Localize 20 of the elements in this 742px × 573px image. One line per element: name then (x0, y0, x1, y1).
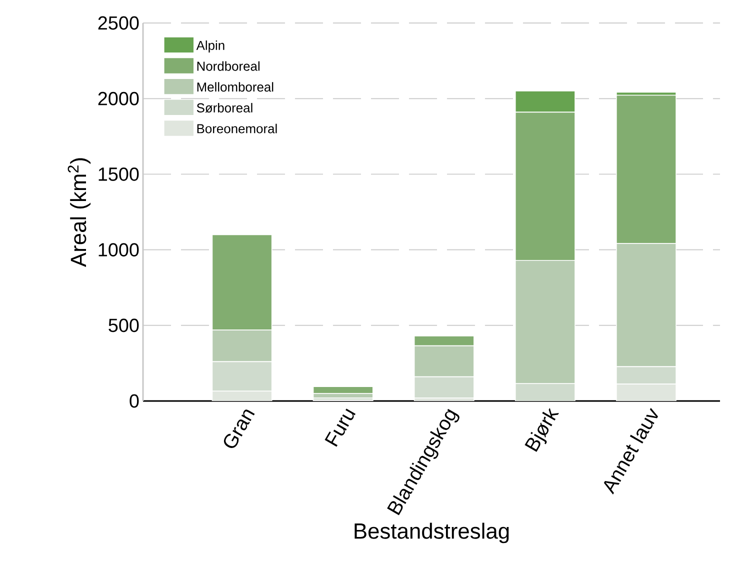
bar (414, 376, 474, 398)
legend-label: Sørboreal (196, 102, 252, 113)
x-axis-title: Bestandstreslag (354, 522, 509, 544)
y-tick-label: 2500 (98, 16, 139, 30)
y-tick-label: 1000 (98, 243, 139, 256)
bar (616, 366, 676, 384)
y-tick-label: 2000 (98, 92, 139, 106)
bar (616, 384, 676, 401)
bar (312, 386, 374, 394)
y-axis-title: Areal (km$^{2}$) (68, 158, 91, 267)
bar (212, 391, 272, 401)
y-tick-label: 0 (130, 394, 139, 408)
legend-label: Mellomboreal (197, 82, 274, 92)
bar (212, 361, 272, 392)
legend-label: Nordboreal (197, 61, 260, 71)
y-tick-label: 500 (108, 318, 139, 332)
legend-label: Alpin (196, 40, 224, 53)
legend-label: Boreonemoral (197, 124, 277, 134)
y-tick-label: 1500 (98, 167, 139, 181)
bar (514, 383, 576, 401)
